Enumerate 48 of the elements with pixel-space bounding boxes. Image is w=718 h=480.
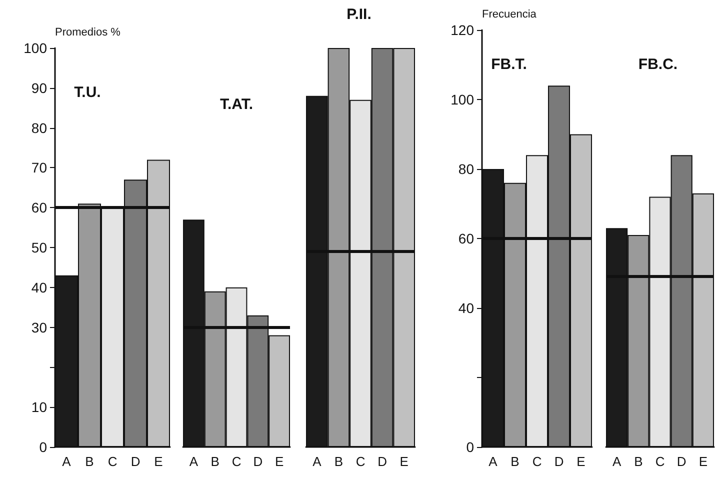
y-tick-label: 80	[458, 161, 474, 177]
y-tick-label: 60	[458, 230, 474, 246]
chart-title: P.II.	[346, 6, 372, 23]
y-tick-label: 0	[39, 439, 48, 455]
text: FB.C.	[638, 56, 678, 73]
x-tick-label: E	[154, 454, 164, 469]
y-tick-label: 120	[450, 22, 474, 38]
text: T.AT.	[220, 96, 254, 113]
y-tick-label: 100	[450, 92, 474, 108]
x-tick-label: C	[356, 454, 366, 469]
x-tick-label: D	[130, 454, 140, 469]
y-tick-label: 10	[31, 399, 48, 416]
x-tick-label: B	[334, 454, 344, 469]
y-tick-label: 40	[458, 300, 474, 316]
x-tick-label: C	[655, 454, 665, 469]
x-tick-label: A	[312, 454, 322, 469]
x-tick-label: A	[612, 454, 622, 469]
x-tick-label: C	[532, 454, 542, 469]
y-axis-title: Frecuencia	[482, 8, 538, 20]
text: T.U.	[74, 84, 101, 101]
y-tick-label: 60	[31, 200, 48, 216]
x-tick-label: A	[62, 454, 72, 469]
y-tick-label: 70	[31, 160, 48, 176]
y-tick-label: 50	[31, 240, 48, 256]
y-tick-label: 40	[31, 279, 48, 296]
x-tick-label: C	[232, 454, 242, 469]
x-tick-label: B	[85, 454, 94, 469]
x-tick-label: A	[189, 454, 198, 469]
x-tick-label: E	[274, 454, 284, 469]
x-tick-label: E	[576, 454, 586, 469]
y-tick-label: 30	[31, 319, 48, 336]
x-tick-label: A	[488, 454, 498, 469]
x-tick-label: D	[378, 454, 387, 469]
x-tick-label: B	[510, 454, 520, 469]
x-tick-label: C	[108, 454, 118, 469]
x-tick-label: E	[698, 454, 708, 469]
x-tick-label: D	[253, 454, 263, 469]
x-tick-label: D	[676, 454, 686, 469]
x-tick-label: D	[554, 454, 564, 469]
y-tick-label: 90	[31, 80, 48, 96]
y-tick-label: 0	[466, 439, 474, 455]
text: FB.T.	[491, 56, 527, 73]
x-tick-label: B	[634, 454, 643, 469]
y-axis-title: Promedios %	[55, 26, 121, 38]
x-tick-label: B	[210, 454, 220, 469]
y-tick-label: 80	[31, 120, 48, 136]
y-tick-label: 100	[24, 40, 48, 56]
x-tick-label: E	[400, 454, 409, 469]
